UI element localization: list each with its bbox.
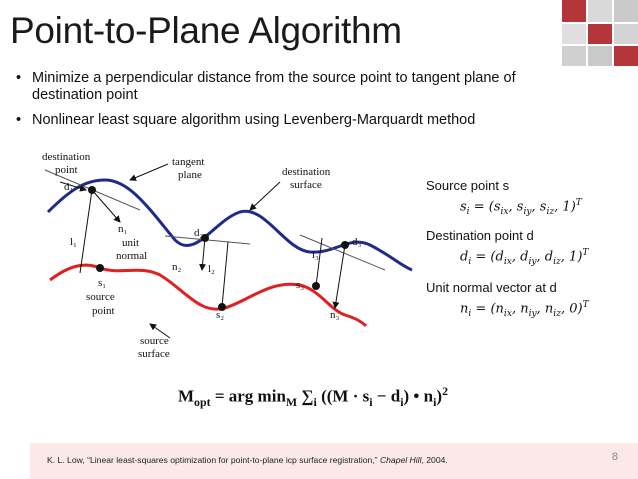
formula-part: , s bbox=[531, 199, 547, 215]
formula-part: = (n bbox=[471, 301, 504, 317]
formula-part: d bbox=[460, 249, 469, 265]
formula-part: n bbox=[460, 301, 469, 317]
figure-label: l₃ bbox=[312, 249, 319, 261]
figure-label: point bbox=[92, 305, 115, 317]
citation-part: , 2004. bbox=[421, 455, 448, 465]
formula-part: ((M · s bbox=[316, 386, 370, 406]
footer: K. L. Low, “Linear least-squares optimiz… bbox=[30, 443, 638, 479]
formula-part: , 1) bbox=[554, 199, 576, 215]
figure-label: source bbox=[86, 291, 115, 303]
figure-label: destination bbox=[42, 151, 91, 163]
figure-label: d₃ bbox=[352, 236, 362, 248]
bullet: Nonlinear least square algorithm using L… bbox=[14, 112, 574, 129]
formula-subscript: iz bbox=[553, 308, 561, 319]
notation-label: Source point s bbox=[426, 178, 510, 193]
citation-part: K. L. Low, “Linear least-squares optimiz… bbox=[47, 455, 380, 465]
formula-subscript: iy bbox=[528, 256, 537, 267]
formula-part: , 0) bbox=[560, 301, 583, 317]
formula-part: ∑ bbox=[297, 386, 314, 406]
figure-label: s₃ bbox=[296, 279, 304, 291]
formula-part: , n bbox=[536, 301, 554, 317]
formula-subscript: i bbox=[433, 395, 437, 410]
formula-subscript: ix bbox=[503, 308, 512, 319]
notation-formula: ni = (nix, niy, niz, 0)T bbox=[460, 300, 589, 319]
figure-label: point bbox=[55, 164, 78, 176]
figure-label: l₁ bbox=[70, 236, 77, 248]
notation-formula: di = (dix, diy, diz, 1)T bbox=[460, 248, 588, 267]
formula-part: = (s bbox=[469, 199, 501, 215]
figure-label: l₂ bbox=[208, 263, 215, 275]
formula-part: ) bbox=[436, 386, 443, 406]
formula-subscript: i bbox=[466, 206, 470, 217]
figure-label: tangent bbox=[172, 156, 204, 168]
slide-title: Point-to-Plane Algorithm bbox=[10, 10, 402, 51]
formula-superscript: T bbox=[575, 198, 582, 208]
formula-subscript: iz bbox=[546, 206, 555, 217]
formula-part: , d bbox=[536, 249, 554, 265]
formula-subscript: opt bbox=[194, 395, 211, 410]
objective-formula: Mopt = arg minM ∑i ((M · si − di) • ni)2 bbox=[178, 384, 448, 410]
bullet-list: Minimize a perpendicular distance from t… bbox=[14, 70, 574, 137]
formula-subscript: iy bbox=[528, 308, 537, 319]
figure-label: surface bbox=[138, 348, 170, 360]
bullet: Minimize a perpendicular distance from t… bbox=[14, 70, 574, 104]
formula-part: = arg min bbox=[210, 386, 286, 406]
figure-label: n₁ bbox=[118, 223, 128, 235]
figure-label: source bbox=[140, 335, 169, 347]
formula-subscript: i bbox=[369, 395, 373, 410]
formula-part: , 1) bbox=[560, 249, 583, 265]
figure-label: s₂ bbox=[216, 309, 224, 321]
formula-subscript: iz bbox=[553, 256, 561, 267]
formula-part: , d bbox=[511, 249, 529, 265]
formula-part: ) • n bbox=[403, 386, 434, 406]
notation-label: Destination point d bbox=[426, 228, 534, 243]
formula-superscript: T bbox=[582, 300, 589, 310]
formula-part: , s bbox=[508, 199, 524, 215]
figure-label: s₁ bbox=[98, 277, 106, 289]
formula-part: = (d bbox=[471, 249, 504, 265]
figure-label: plane bbox=[178, 169, 202, 181]
figure-label: n₃ bbox=[330, 309, 340, 321]
figure-label: normal bbox=[116, 250, 147, 262]
formula-subscript: ix bbox=[503, 256, 512, 267]
formula-part: , n bbox=[511, 301, 529, 317]
figure-label: destination bbox=[282, 166, 331, 178]
formula-superscript: 2 bbox=[442, 384, 449, 398]
formula-subscript: i bbox=[468, 256, 472, 267]
logo bbox=[562, 0, 638, 66]
formula-part: M bbox=[178, 386, 195, 406]
citation-part: Chapel Hill bbox=[379, 455, 422, 465]
formula-superscript: T bbox=[582, 248, 589, 258]
figure-label: n₂ bbox=[172, 261, 182, 273]
notation-formula: si = (six, siy, siz, 1)T bbox=[460, 198, 582, 217]
formula-subscript: ix bbox=[500, 206, 509, 217]
figure-label: unit bbox=[122, 237, 139, 249]
formula-subscript: i bbox=[313, 395, 317, 410]
formula-subscript: i bbox=[468, 308, 472, 319]
figure-label: surface bbox=[290, 179, 322, 191]
formula-subscript: i bbox=[400, 395, 404, 410]
citation: K. L. Low, “Linear least-squares optimiz… bbox=[47, 455, 448, 465]
figure-label: d₁ bbox=[64, 181, 74, 193]
figure-label: d₂ bbox=[194, 227, 204, 239]
formula-part: − d bbox=[372, 386, 401, 406]
page-number: 8 bbox=[611, 451, 618, 463]
formula-part: s bbox=[460, 199, 467, 215]
formula-subscript: iy bbox=[523, 206, 532, 217]
formula-subscript: M bbox=[285, 395, 298, 410]
notation-label: Unit normal vector at d bbox=[426, 280, 557, 295]
